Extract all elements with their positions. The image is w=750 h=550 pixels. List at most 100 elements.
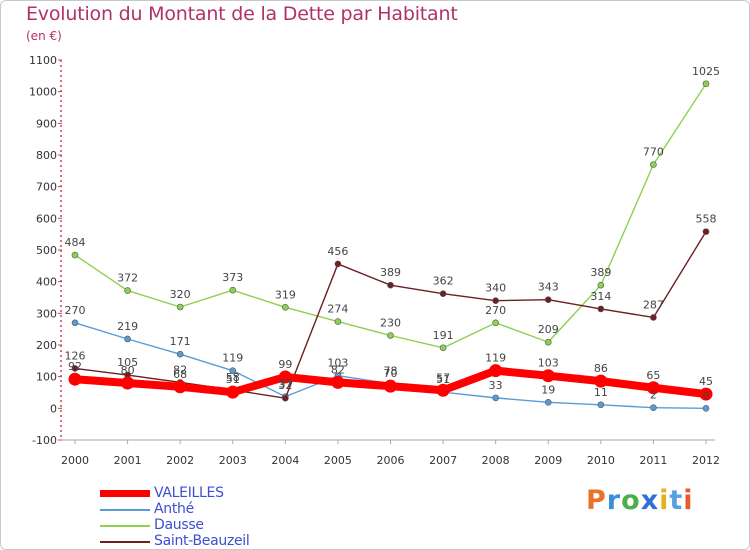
data-label: 320 [170, 288, 191, 301]
x-tick-label: 2005 [324, 454, 352, 467]
x-tick-label: 2002 [166, 454, 194, 467]
data-point [384, 379, 397, 393]
x-tick-labels: 2000 2001 2002 2003 2004 2005 2006 2007 2008 2009… [61, 454, 720, 467]
data-label: 2 [650, 389, 657, 402]
data-label: 287 [643, 298, 664, 311]
data-label: 78 [384, 365, 398, 378]
data-point [541, 369, 555, 383]
data-point [229, 286, 237, 294]
data-label: 119 [485, 352, 506, 365]
x-tick-label: 2010 [587, 454, 615, 467]
data-label: 0 [703, 389, 710, 402]
data-point [597, 281, 605, 289]
data-point [68, 372, 82, 386]
x-tick-label: 2001 [114, 454, 142, 467]
y-tick-label: 0 [50, 402, 57, 415]
data-label: 103 [327, 357, 348, 370]
data-label: 57 [436, 371, 450, 384]
logo-letter: i [659, 485, 670, 516]
data-label: 103 [538, 357, 559, 370]
data-label-layer: 270 219 171 119 37 103 78 51 33 19 11 2 0 484 372 320 37… [65, 65, 721, 403]
logo-letter: x [640, 485, 660, 516]
data-label: 80 [121, 364, 135, 377]
data-point [71, 365, 79, 372]
data-point [702, 80, 710, 88]
series-dausse [71, 80, 710, 352]
data-point [176, 303, 184, 311]
x-tick-label: 2007 [429, 454, 457, 467]
data-point [544, 399, 552, 406]
data-point [331, 375, 345, 389]
data-label: 270 [65, 304, 86, 317]
data-point [71, 251, 79, 259]
data-label: 209 [538, 323, 559, 336]
logo-letter: r [606, 485, 622, 516]
legend-label: Anthé [154, 501, 194, 517]
series-layer [68, 80, 713, 412]
data-label: 65 [646, 369, 660, 382]
data-point [387, 332, 394, 339]
data-label: 230 [380, 317, 401, 330]
x-tick-label: 2006 [377, 454, 405, 467]
data-label: 343 [538, 281, 559, 294]
axes [58, 59, 715, 444]
data-label: 389 [590, 266, 611, 279]
series-line [74, 83, 707, 349]
x-tick-label: 2003 [219, 454, 247, 467]
data-label: 92 [68, 360, 82, 373]
data-point [646, 381, 660, 395]
y-tick-label: 1000 [29, 86, 57, 99]
data-label: 314 [590, 290, 611, 303]
proxiti-logo: Proxiti [586, 485, 694, 516]
data-label: 105 [117, 356, 138, 369]
x-tick-label: 2000 [61, 454, 89, 467]
x-tick-label: 2009 [534, 454, 562, 467]
data-point [492, 319, 499, 327]
data-point [492, 394, 499, 402]
x-tick-label: 2004 [271, 454, 299, 467]
chart-title: Evolution du Montant de la Dette par Hab… [26, 3, 458, 25]
x-tick-label: 2011 [639, 454, 667, 467]
data-label: 191 [433, 329, 454, 342]
data-point [492, 297, 499, 304]
x-tick-label: 2012 [692, 454, 720, 467]
data-point [282, 304, 289, 311]
legend-label: VALEILLES [154, 485, 224, 501]
x-tick-label: 2008 [482, 454, 510, 467]
legend-swatch [100, 490, 150, 497]
data-label: 484 [65, 236, 86, 249]
data-point [439, 344, 447, 352]
y-tick-label: 700 [36, 181, 57, 194]
data-label: 32 [278, 379, 292, 392]
data-point [282, 394, 289, 402]
data-point [544, 338, 552, 346]
legend-label: Dausse [154, 517, 204, 533]
chart-unit-label: (en €) [26, 29, 62, 43]
data-label: 11 [594, 386, 608, 399]
data-label: 82 [331, 363, 345, 376]
y-tick-label: 400 [36, 276, 57, 289]
logo-letter: t [669, 485, 684, 516]
data-label: 99 [278, 358, 292, 371]
data-point [489, 364, 503, 378]
data-point [334, 318, 342, 325]
y-tick-label: 600 [36, 212, 57, 225]
legend-swatch [100, 541, 150, 543]
data-label: 51 [436, 373, 450, 386]
data-label: 45 [699, 375, 713, 388]
data-label: 58 [226, 371, 240, 384]
data-label: 82 [173, 363, 187, 376]
y-tick-label: 800 [36, 149, 57, 162]
y-tick-label: -100 [32, 434, 57, 447]
data-label: 171 [170, 335, 191, 348]
data-point [229, 367, 237, 374]
data-label: 372 [117, 272, 138, 285]
data-label: 51 [226, 373, 240, 386]
legend-swatch [100, 509, 150, 511]
data-point [71, 319, 79, 327]
data-label: 1025 [692, 65, 720, 78]
data-label: 558 [696, 213, 717, 226]
data-point [702, 405, 710, 412]
data-label: 126 [65, 349, 86, 362]
